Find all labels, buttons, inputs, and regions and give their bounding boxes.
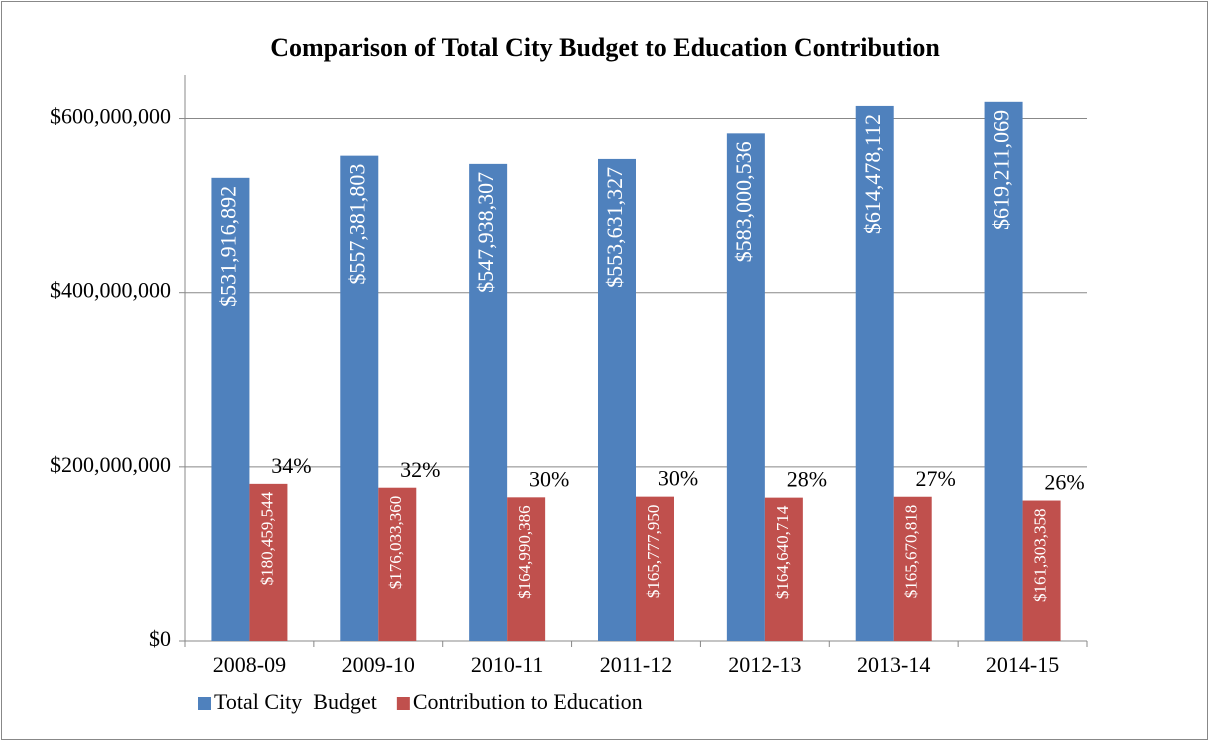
x-tick-label: 2009-10 (342, 652, 415, 677)
bar (764, 497, 803, 641)
bar (636, 496, 674, 641)
value-label: $619,211,069 (989, 110, 1014, 230)
x-tick-label: 2011-12 (600, 652, 673, 677)
bar (469, 163, 508, 641)
y-tick-label: $0 (149, 626, 171, 651)
x-tick-label: 2014-15 (986, 652, 1059, 677)
bar (211, 177, 250, 642)
value-label: $557,381,803 (344, 164, 369, 285)
annotation: 27% (916, 466, 956, 491)
legend-label: Total City Budget (214, 689, 377, 714)
bar (984, 101, 1023, 641)
legend-swatch (396, 697, 410, 710)
value-label: $180,459,544 (257, 491, 276, 585)
value-label: $176,033,360 (386, 496, 405, 590)
bar (726, 133, 765, 641)
y-tick-label: $400,000,000 (50, 278, 171, 303)
chart-title: Comparison of Total City Budget to Educa… (270, 33, 940, 62)
bar (507, 497, 546, 641)
bar (598, 158, 636, 642)
annotation: 30% (658, 466, 698, 491)
value-label: $583,000,536 (731, 141, 756, 262)
annotation: 26% (1044, 470, 1084, 495)
value-label: $164,990,386 (515, 505, 534, 598)
legend-label: Contribution to Education (413, 689, 643, 714)
value-label: $165,670,818 (902, 505, 921, 599)
annotation: 34% (271, 453, 311, 478)
annotation: 30% (529, 466, 569, 491)
value-label: $531,916,892 (215, 186, 240, 307)
y-tick-label: $600,000,000 (50, 104, 171, 129)
value-label: $164,640,714 (773, 505, 792, 599)
legend-swatch (198, 697, 211, 710)
x-tick-label: 2010-11 (471, 652, 544, 677)
bar (855, 105, 894, 641)
bar (340, 155, 379, 641)
value-label: $614,478,112 (860, 114, 885, 234)
x-tick-label: 2008-09 (213, 652, 286, 677)
value-label: $547,938,307 (473, 172, 498, 293)
bar (249, 483, 288, 641)
x-tick-label: 2013-14 (857, 652, 930, 677)
annotation: 32% (400, 457, 440, 482)
bar (893, 496, 932, 641)
value-label: $553,631,327 (602, 167, 627, 288)
bar (378, 487, 417, 641)
bar (1022, 500, 1061, 641)
y-tick-label: $200,000,000 (50, 452, 171, 477)
value-label: $161,303,358 (1030, 509, 1049, 603)
x-tick-label: 2012-13 (728, 652, 801, 677)
annotation: 28% (787, 467, 827, 492)
value-label: $165,777,950 (644, 505, 663, 598)
